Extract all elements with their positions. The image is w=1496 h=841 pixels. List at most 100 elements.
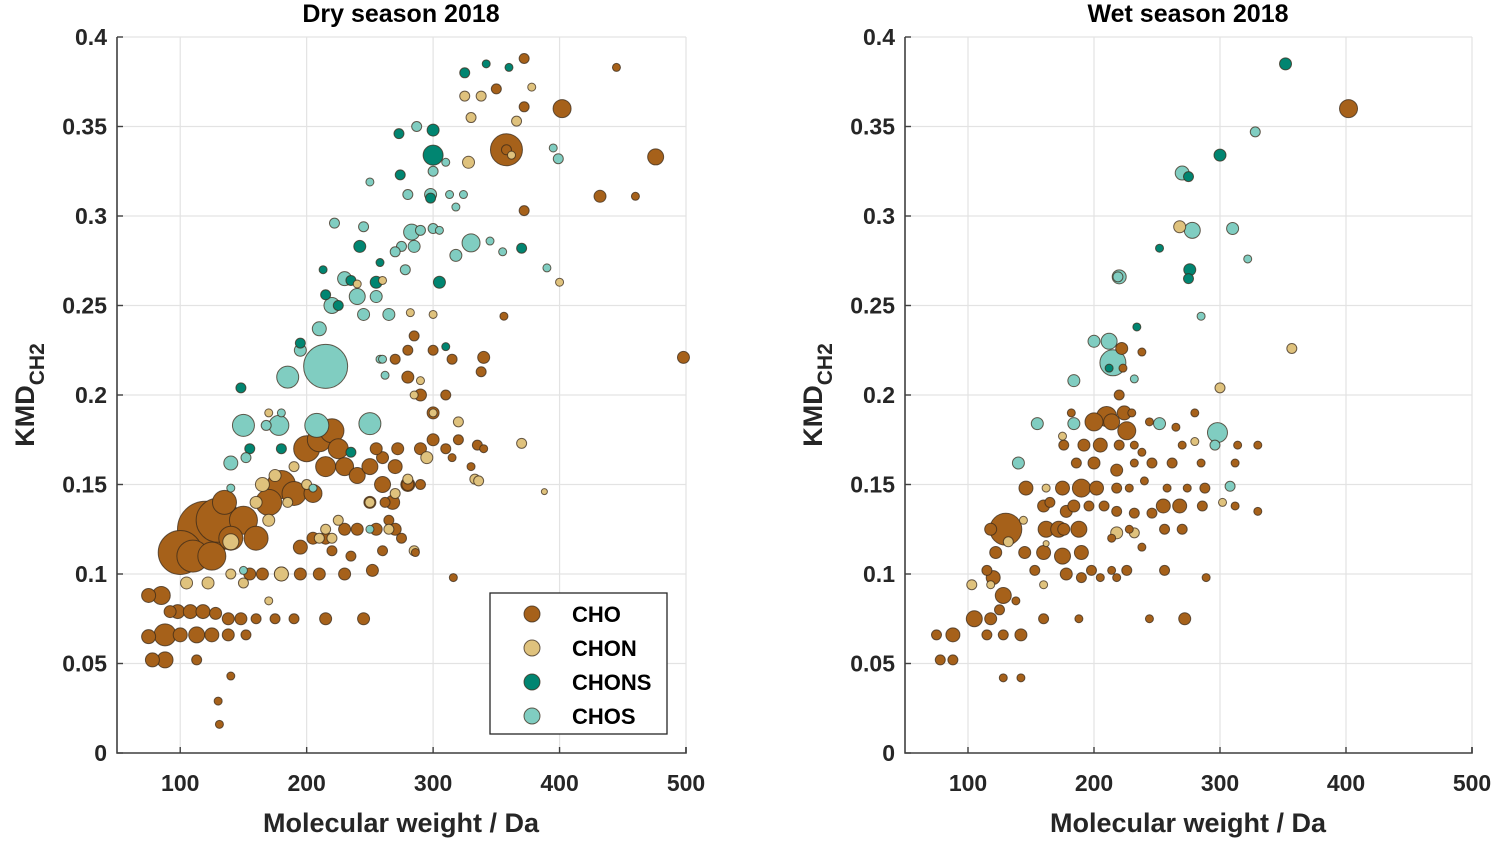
dry-point-cho bbox=[447, 453, 457, 463]
dry-point-cho bbox=[348, 467, 366, 485]
wet-point-cho bbox=[1084, 412, 1104, 432]
wet-point-cho bbox=[1127, 408, 1137, 418]
dry-point-cho bbox=[243, 525, 269, 551]
wet-point-cho bbox=[1066, 408, 1076, 418]
wet-point-cho bbox=[1178, 612, 1192, 626]
dry-point-chons bbox=[294, 337, 306, 349]
dry-point-chos bbox=[402, 189, 414, 201]
wet-point-chos bbox=[1112, 271, 1124, 283]
wet-point-cho bbox=[984, 612, 998, 626]
dry-point-cho bbox=[319, 612, 333, 626]
wet-point-cho bbox=[1107, 533, 1117, 543]
wet-point-cho bbox=[1253, 506, 1263, 516]
wet-point-cho bbox=[1095, 573, 1105, 583]
dry-point-cho bbox=[350, 522, 364, 536]
dry-point-chos bbox=[427, 165, 439, 177]
wet-point-chons bbox=[1104, 363, 1114, 373]
wet-point-chon bbox=[1214, 382, 1226, 394]
legend-label-chons: CHONS bbox=[572, 670, 651, 695]
wet-point-cho bbox=[1110, 463, 1124, 477]
wet-point-cho bbox=[1111, 482, 1123, 494]
dry-point-cho bbox=[408, 330, 420, 342]
dry-point-cho bbox=[477, 350, 491, 364]
wet-point-cho bbox=[1055, 480, 1070, 496]
wet-point-cho bbox=[981, 564, 993, 576]
wet-point-cho bbox=[1339, 99, 1359, 119]
wet-point-chos bbox=[1100, 332, 1118, 350]
wet-xlabel: Molecular weight / Da bbox=[1050, 808, 1327, 838]
dry-point-cho bbox=[413, 442, 427, 456]
wet-point-chos bbox=[1129, 374, 1139, 384]
dry-point-cho bbox=[466, 462, 476, 472]
dry-point-cho bbox=[188, 626, 206, 644]
dry-point-chons bbox=[375, 258, 385, 268]
wet-point-cho bbox=[1112, 573, 1122, 583]
dry-point-chos bbox=[226, 483, 236, 493]
wet-ytick-label: 0 bbox=[882, 740, 895, 766]
dry-point-chos bbox=[461, 233, 481, 253]
dry-ytick-label: 0.35 bbox=[62, 114, 107, 140]
dry-point-chos bbox=[231, 413, 255, 437]
wet-ticks: 100 200 300 400 500 0 0.05 0.1 0.15 0.2 0.25 0.3 0.3… bbox=[850, 24, 1491, 796]
dry-point-chos bbox=[414, 224, 426, 236]
dry-point-chon bbox=[180, 576, 194, 590]
wet-point-cho bbox=[1083, 500, 1095, 512]
wet-point-chon bbox=[1173, 220, 1187, 234]
wet-ytick-label: 0.1 bbox=[863, 561, 895, 587]
wet-ylabel-text: KMDCH2 bbox=[798, 343, 837, 447]
dry-point-chos bbox=[357, 307, 371, 321]
dry-point-chon bbox=[507, 150, 517, 160]
dry-point-chons bbox=[393, 128, 405, 140]
wet-point-cho bbox=[984, 522, 998, 536]
dry-point-cho bbox=[221, 612, 235, 626]
wet-point-cho bbox=[1190, 408, 1200, 418]
dry-point-chons bbox=[441, 342, 451, 352]
wet-point-cho bbox=[994, 586, 1012, 604]
wet-point-chons bbox=[1132, 322, 1142, 332]
dry-point-cho bbox=[211, 489, 237, 515]
dry-point-chon bbox=[364, 496, 376, 508]
wet-point-cho bbox=[1137, 542, 1147, 552]
wet-point-chon bbox=[1041, 483, 1051, 493]
wet-point-cho bbox=[1172, 498, 1188, 514]
dry-point-cho bbox=[221, 628, 235, 642]
dry-ytick-label: 0.4 bbox=[75, 24, 107, 50]
wet-point-cho bbox=[989, 546, 1003, 560]
dry-point-chon bbox=[459, 90, 471, 102]
dry-point-chos bbox=[240, 452, 252, 464]
dry-point-cho bbox=[611, 62, 621, 72]
dry-point-chon bbox=[254, 477, 270, 492]
dry-point-cho bbox=[226, 671, 236, 681]
legend-label-chos: CHOS bbox=[572, 704, 636, 729]
dry-point-chos bbox=[308, 483, 318, 493]
dry-point-cho bbox=[141, 587, 157, 603]
wet-point-cho bbox=[1233, 440, 1243, 450]
wet-point-cho bbox=[1230, 501, 1240, 511]
dry-point-cho bbox=[499, 311, 509, 321]
dry-point-cho bbox=[401, 370, 415, 384]
wet-point-cho bbox=[1118, 363, 1128, 373]
dry-point-chos bbox=[485, 236, 495, 246]
dry-point-cho bbox=[518, 52, 530, 64]
dry-point-cho bbox=[593, 189, 607, 203]
dry-point-cho bbox=[315, 456, 337, 478]
wet-point-cho bbox=[1117, 421, 1137, 441]
dry-point-chos bbox=[449, 248, 463, 262]
dry-point-chons bbox=[504, 62, 514, 72]
wet-point-chon bbox=[1018, 515, 1028, 525]
wet-ytick-label: 0.2 bbox=[863, 382, 895, 408]
dry-point-chos bbox=[365, 177, 375, 187]
wet-point-chos bbox=[1153, 417, 1167, 431]
dry-point-cho bbox=[345, 550, 357, 562]
wet-point-cho bbox=[1070, 520, 1088, 538]
dry-xtick-label: 400 bbox=[540, 770, 578, 796]
dry-point-chon bbox=[452, 416, 464, 428]
dry-point-chos bbox=[223, 455, 239, 471]
wet-point-chos bbox=[1067, 417, 1081, 431]
legend: CHO CHON CHONS CHOS bbox=[489, 592, 668, 735]
wet-point-cho bbox=[981, 629, 993, 641]
dry-point-cho bbox=[338, 567, 352, 581]
dry-point-cho bbox=[327, 438, 349, 460]
wet-point-cho bbox=[1115, 341, 1129, 355]
dry-point-cho bbox=[630, 191, 640, 201]
